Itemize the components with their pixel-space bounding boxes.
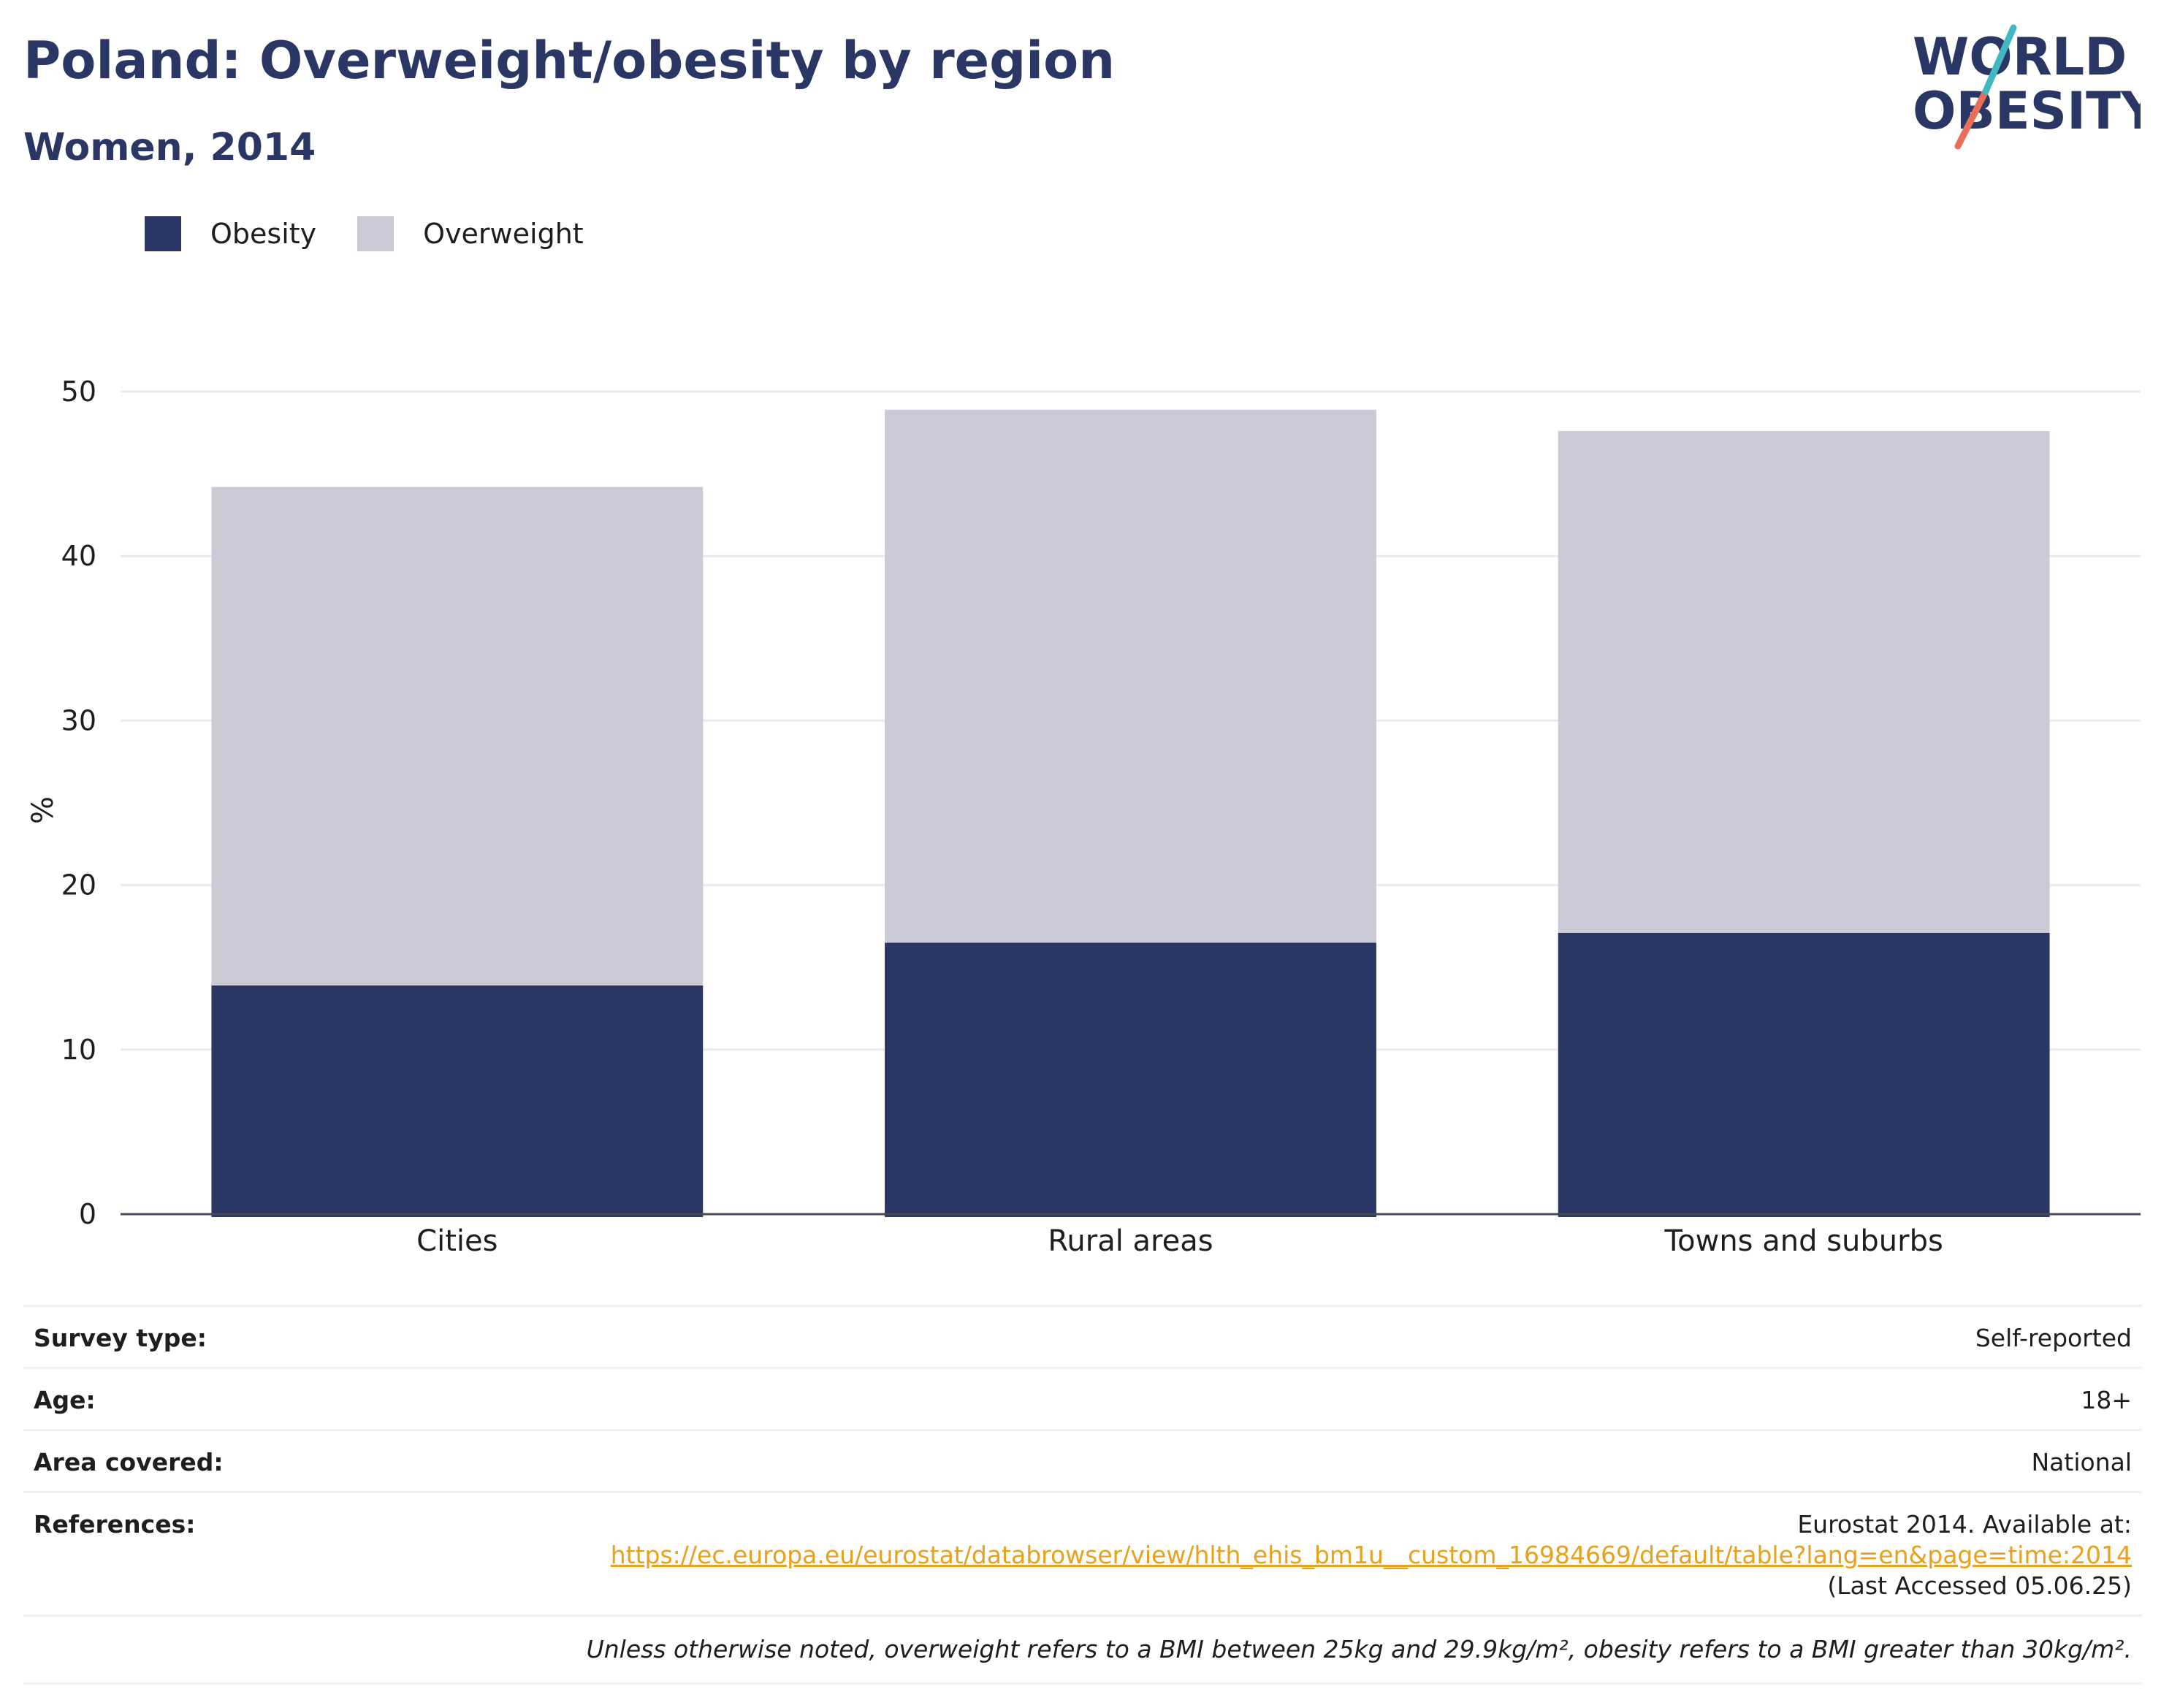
bar-obesity-rural-areas — [885, 942, 1376, 1217]
legend-swatch-obesity — [145, 216, 181, 251]
meta-row-note: Unless otherwise noted, overweight refer… — [23, 1617, 2142, 1685]
logo-line-1: WORLD — [1913, 27, 2127, 87]
definition-note: Unless otherwise noted, overweight refer… — [586, 1635, 2132, 1663]
age-value: 18+ — [2081, 1386, 2132, 1414]
bar-obesity-cities — [211, 985, 704, 1217]
legend-item-obesity[interactable]: Obesity — [145, 216, 316, 251]
x-tick-label-cities: Cities — [416, 1224, 498, 1258]
x-tick-label-towns-and-suburbs: Towns and suburbs — [1664, 1224, 1943, 1258]
stacked-bar-chart: 0 10 20 30 40 50% Cities Rural areas Towns and s… — [26, 375, 2141, 1258]
area-value: National — [2031, 1448, 2132, 1476]
references-label: References: — [34, 1510, 196, 1539]
references-text-after: (Last Accessed 05.06.25) — [1827, 1571, 2132, 1600]
bar-obesity-towns-and-suburbs — [1558, 932, 2050, 1217]
metadata-table: Survey type: Self-reported Age: 18+ Area… — [23, 1305, 2142, 1685]
bar-overweight-rural-areas — [885, 409, 1376, 943]
legend-label-obesity: Obesity — [210, 218, 317, 250]
y-tick-label-0: 0 — [79, 1198, 96, 1230]
legend-label-overweight: Overweight — [423, 218, 584, 250]
y-tick-label-50: 50 — [61, 375, 96, 408]
y-tick-label-10: 10 — [61, 1034, 96, 1066]
bar-overweight-cities — [211, 487, 704, 985]
references-value: Eurostat 2014. Available at: https://ec.… — [598, 1509, 2132, 1601]
meta-row-age: Age: 18+ — [23, 1369, 2142, 1431]
references-text-before: Eurostat 2014. Available at: — [1797, 1510, 2132, 1539]
y-tick-label-30: 30 — [61, 704, 96, 736]
age-label: Age: — [34, 1386, 96, 1414]
y-axis-label: % — [26, 796, 60, 824]
meta-row-references: References: Eurostat 2014. Available at:… — [23, 1493, 2142, 1617]
meta-row-survey-type: Survey type: Self-reported — [23, 1307, 2142, 1369]
logo-line-2: OBESITY — [1913, 81, 2141, 141]
y-tick-label-40: 40 — [61, 540, 96, 572]
survey-type-value: Self-reported — [1975, 1324, 2132, 1352]
logo-slash-lower — [1954, 88, 1989, 150]
legend-item-overweight[interactable]: Overweight — [357, 216, 584, 251]
references-link[interactable]: https://ec.europa.eu/eurostat/databrowse… — [610, 1541, 2132, 1569]
survey-type-label: Survey type: — [34, 1324, 207, 1352]
y-tick-label-20: 20 — [61, 869, 96, 901]
chart-title: Poland: Overweight/obesity by region — [23, 31, 1116, 91]
area-label: Area covered: — [34, 1448, 224, 1476]
legend-swatch-overweight — [357, 216, 395, 251]
world-obesity-logo: WORLD OBESITY — [1913, 24, 2141, 150]
logo-slash-upper — [1982, 24, 2017, 95]
chart-subtitle: Women, 2014 — [23, 126, 316, 169]
x-tick-label-rural-areas: Rural areas — [1048, 1224, 1213, 1258]
chart-legend: Obesity Overweight — [145, 216, 625, 251]
meta-row-area: Area covered: National — [23, 1431, 2142, 1493]
bar-overweight-towns-and-suburbs — [1558, 431, 2050, 933]
